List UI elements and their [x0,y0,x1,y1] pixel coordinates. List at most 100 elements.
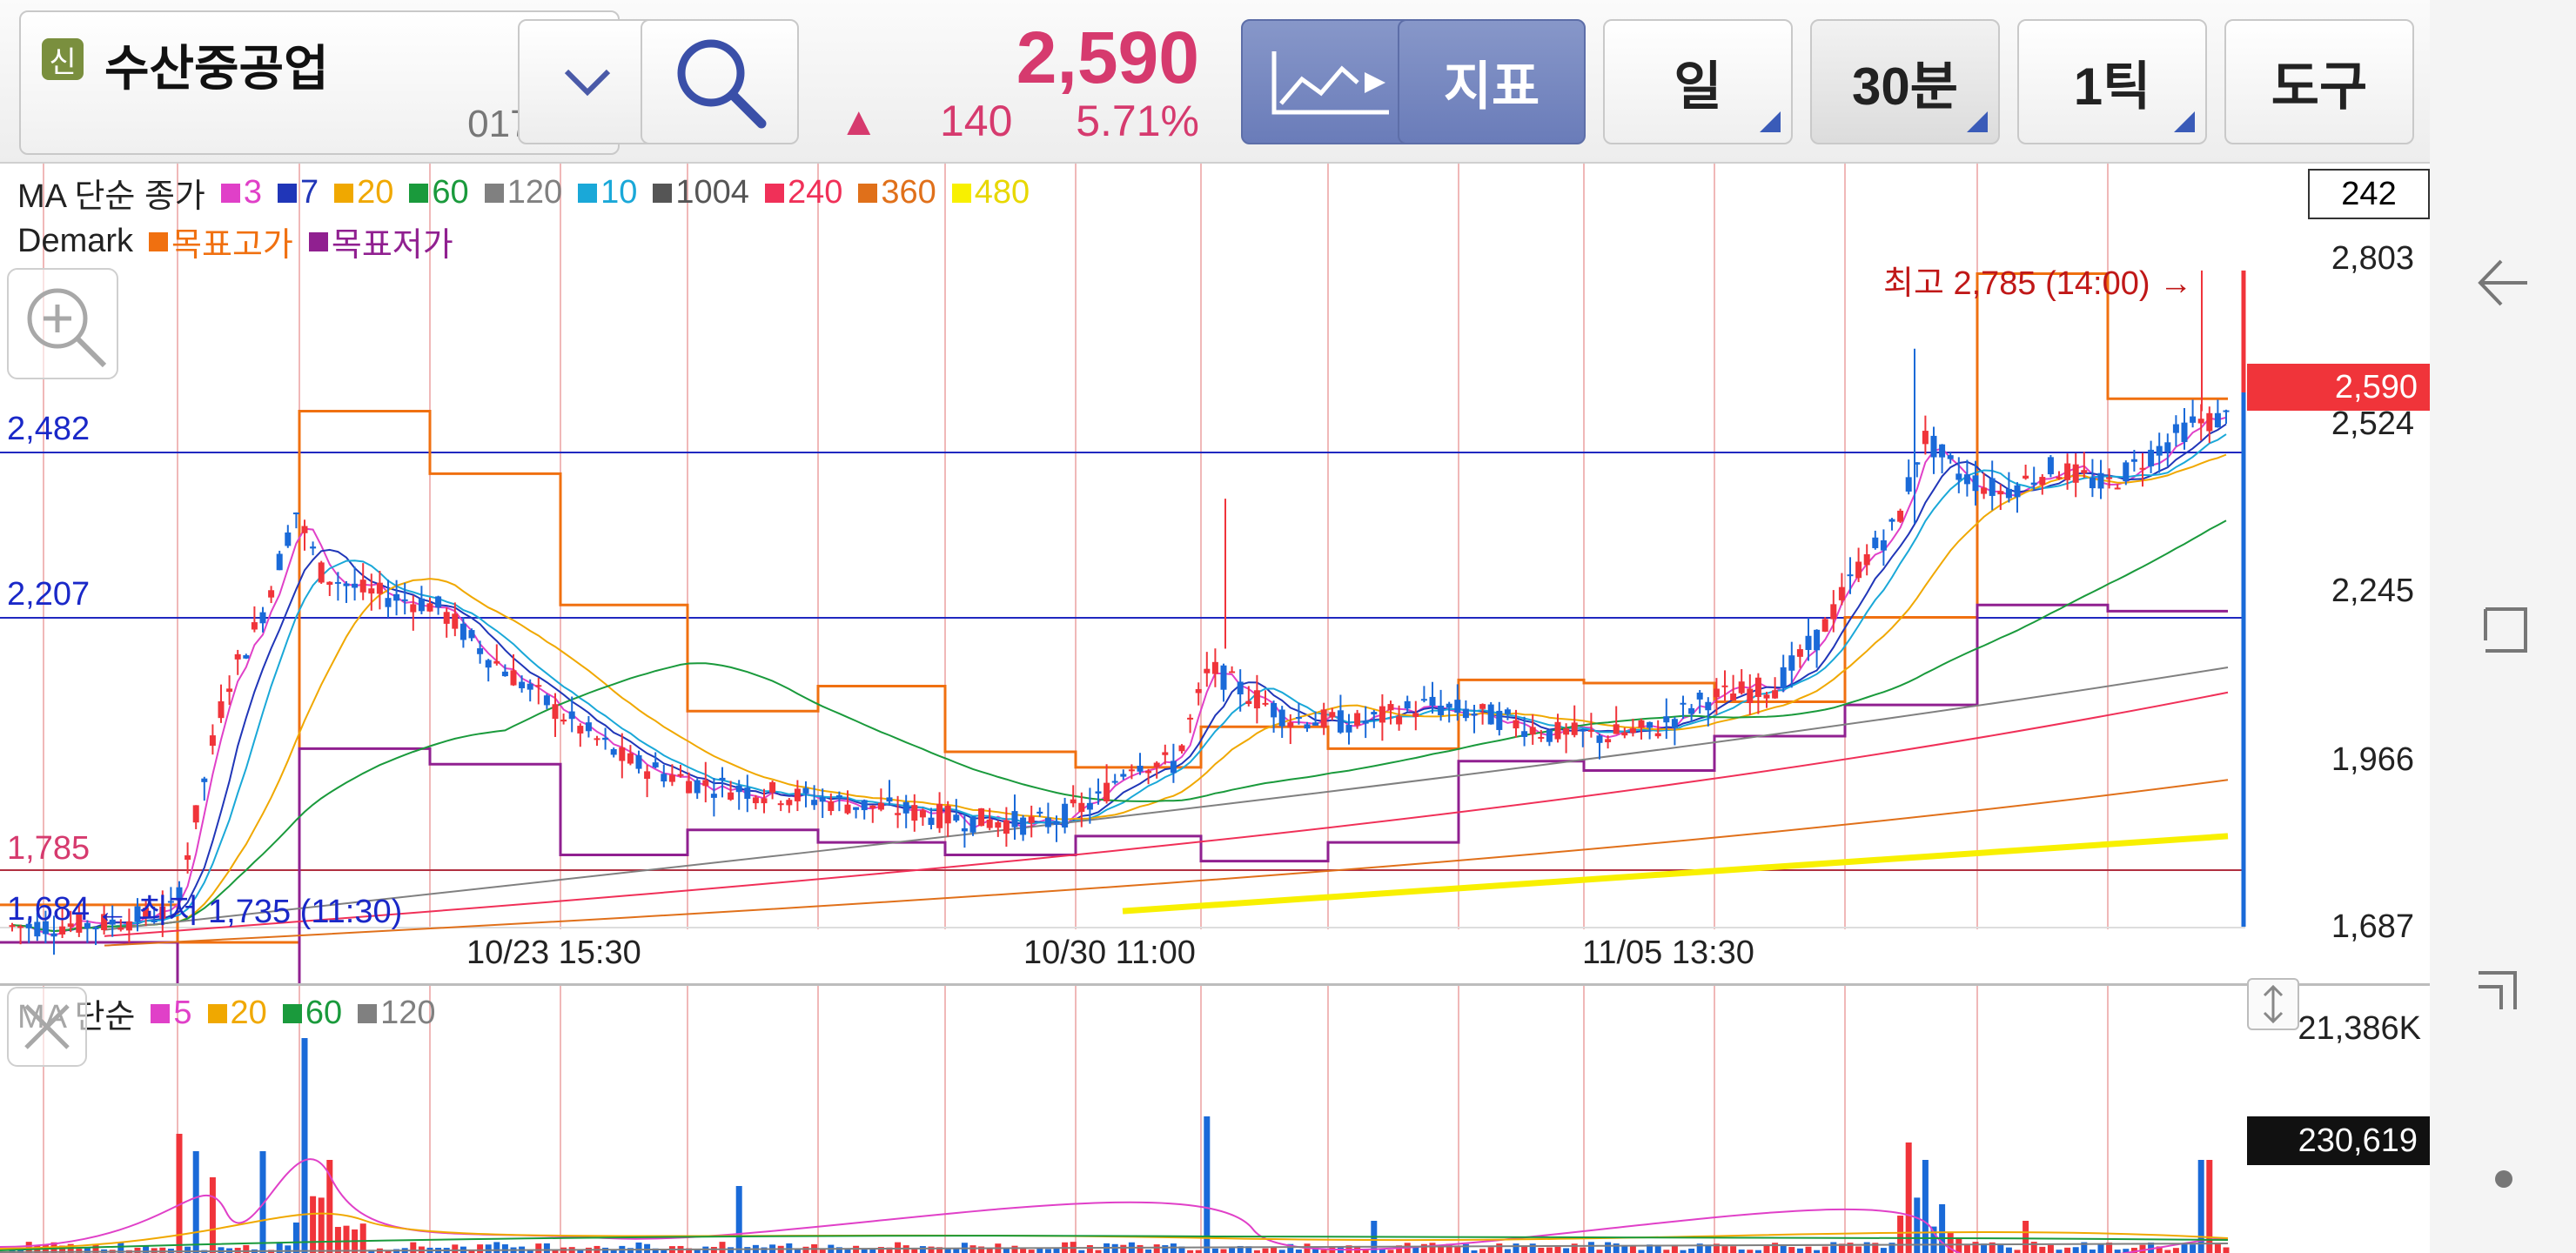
tools-button[interactable]: 도구 [2224,19,2414,144]
candle-body-201 [1688,707,1695,714]
candle-body-236 [1981,487,1988,494]
home-icon[interactable] [2473,957,2534,1018]
candle-body-55 [468,630,475,639]
candle-body-225 [1888,519,1895,522]
candle-body-240 [2014,485,2021,498]
period-30min-button[interactable]: 30분 [1810,19,2000,144]
candle-body-172 [1446,703,1452,708]
ma-label-0: 3 [243,174,262,211]
candle-body-28 [243,655,250,659]
volume-bar-242 [2030,1242,2037,1253]
demark-swatch-0 [149,231,169,251]
volume-bar-227 [1905,1142,1912,1253]
volume-bar-36 [310,1196,317,1253]
candle-body-245 [2056,477,2063,479]
candle-body-182 [1529,727,1536,735]
volume-bar-145 [1220,1249,1227,1253]
volume-bar-33 [285,1245,292,1253]
back-icon[interactable] [2473,252,2534,313]
ma-label-3: 60 [432,174,469,211]
volume-bar-165 [1387,1250,1394,1253]
candle-body-11 [101,914,108,930]
volume-bar-239 [2005,1247,2012,1253]
volume-bar-150 [1262,1248,1269,1253]
candle-body-241 [2023,475,2029,479]
volume-bar-178 [1496,1243,1503,1253]
volume-bar-130 [1095,1250,1102,1253]
ma-swatch-5 [578,183,598,203]
ma-legend-items: 3 7 20 60 120 10 1004 240 360 480 [214,174,1035,211]
volume-bar-169 [1420,1243,1427,1253]
ma-swatch-7 [764,183,784,203]
demark-label-1: 목표저가 [331,227,453,264]
candle-body-171 [1438,705,1445,715]
candle-body-229 [1922,431,1929,445]
candle-body-149 [1253,690,1260,709]
volume-bar-137 [1153,1244,1160,1253]
candle-body-219 [1838,586,1845,600]
candle-body-134 [1128,769,1135,772]
candle-body-205 [1721,685,1728,687]
candle-body-175 [1471,714,1478,716]
candle-body-139 [1170,761,1177,774]
ma-swatch-8 [858,183,878,203]
volume-bar-38 [326,1160,333,1253]
candle-body-173 [1454,700,1461,714]
period-day-button[interactable]: 일 [1603,19,1793,144]
volume-bar-230 [1930,1226,1937,1253]
vol-ma-label-3: 120 [380,995,436,1031]
candle-body-160 [1345,725,1352,733]
candle-body-46 [393,593,400,601]
volume-bar-146 [1229,1248,1236,1253]
volume-bar-190 [1596,1250,1603,1253]
stock-dropdown-button[interactable] [518,19,657,144]
candle-body-115 [969,816,976,833]
volume-bar-124 [1044,1249,1051,1253]
volume-bar-39 [334,1227,341,1253]
candle-body-31 [268,590,275,598]
candle-body-122 [1028,816,1035,823]
recents-icon[interactable] [2473,600,2534,661]
period-tick-button[interactable]: 1틱 [2017,19,2207,144]
candle-body-234 [1963,474,1970,485]
close-volume-button[interactable] [7,987,87,1067]
candle-body-197 [1654,733,1661,737]
candle-body-145 [1220,665,1227,690]
candle-body-54 [460,623,466,640]
candle-body-97 [819,797,826,802]
chevron-down-icon [564,69,611,97]
chart-type-button[interactable] [1241,19,1424,144]
candle-body-200 [1680,702,1687,705]
candle-body-3 [34,921,41,937]
volume-bar-237 [1989,1242,1996,1253]
volume-bar-252 [2114,1250,2121,1253]
left-label-1684: 1,684 [7,891,91,928]
candle-body-1 [17,926,24,928]
volume-bar-142 [1195,1250,1202,1253]
candle-body-25 [218,700,225,719]
volume-bar-192 [1613,1243,1620,1253]
candle-body-228 [1914,462,1921,465]
resize-panel-button[interactable] [2247,978,2299,1030]
keyboard-dot-icon[interactable] [2491,1166,2517,1192]
candle-body-163 [1371,712,1378,715]
price-chart[interactable]: MA 단순 종가 3 7 20 60 120 10 1004 240 360 480 Demark… [0,164,2430,988]
candle-body-258 [2164,442,2171,452]
candle-body-106 [895,813,902,815]
indicator-button[interactable]: 지표 [1398,19,1586,144]
search-button[interactable] [641,19,799,144]
volume-bar-166 [1396,1245,1403,1253]
candle-body-26 [226,688,233,693]
volume-bar-235 [1972,1242,1979,1253]
volume-bar-103 [869,1248,876,1253]
volume-bar-241 [2023,1221,2029,1253]
ma-swatch-2 [334,183,354,203]
candle-body-13 [117,928,124,930]
volume-bar-218 [1830,1242,1837,1253]
zoom-button[interactable] [7,268,118,379]
resize-icon [2263,984,2284,1024]
candle-body-101 [853,807,860,810]
volume-bar-236 [1981,1243,1988,1253]
candle-body-89 [752,797,759,804]
